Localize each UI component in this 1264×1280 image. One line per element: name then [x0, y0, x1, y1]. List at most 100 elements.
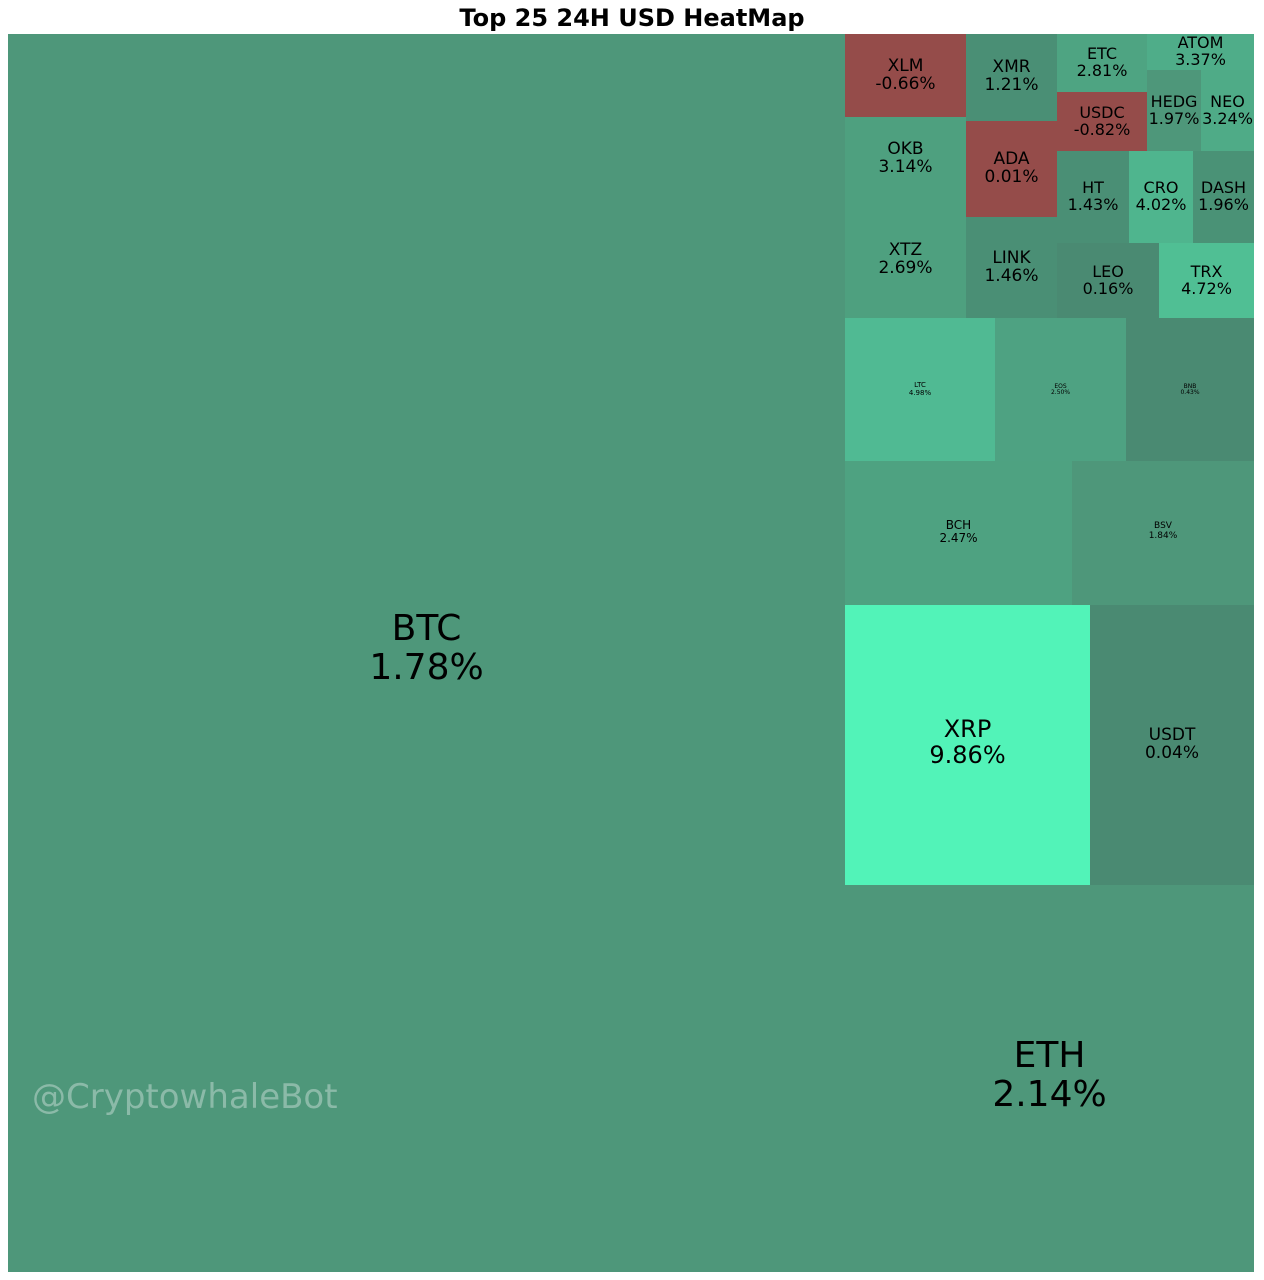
cell-change: 4.98%	[908, 388, 932, 397]
cell-change: 0.16%	[1082, 278, 1134, 298]
heatmap-cell-label: LTC 4.98%	[845, 382, 995, 397]
heatmap-cell-dash: DASH 1.96%	[1193, 151, 1254, 243]
heatmap-cell-label: ADA 0.01%	[966, 148, 1057, 187]
cell-symbol: DASH	[1200, 177, 1247, 197]
heatmap-cell-label: EOS 2.50%	[995, 382, 1126, 397]
cell-change: 4.02%	[1135, 194, 1187, 214]
heatmap-cell-leo: LEO 0.16%	[1057, 243, 1159, 318]
cell-change: 0.01%	[984, 166, 1039, 187]
cell-change: 1.21%	[984, 74, 1039, 95]
heatmap-cell-xtz: XTZ 2.69%	[845, 217, 966, 318]
heatmap-cell-xmr: XMR 1.21%	[966, 34, 1057, 121]
cell-change: 1.84%	[1148, 530, 1178, 541]
watermark: @CryptowhaleBot	[32, 1077, 338, 1117]
cell-symbol: XRP	[943, 715, 992, 744]
heatmap-cell-okb: OKB 3.14%	[845, 117, 966, 217]
heatmap-cell-label: BCH 2.47%	[845, 519, 1072, 545]
cell-change: 2.69%	[878, 257, 933, 278]
heatmap-cell-label: XRP 9.86%	[845, 715, 1090, 769]
cell-change: 1.96%	[1198, 194, 1249, 214]
cell-change: 2.14%	[992, 1073, 1107, 1115]
cell-change: 3.14%	[878, 156, 933, 177]
cell-symbol: BCH	[945, 518, 972, 533]
heatmap-cell-hedg: HEDG 1.97%	[1147, 70, 1201, 151]
heatmap-cell-label: ETC 2.81%	[1057, 43, 1147, 80]
cell-symbol: XTZ	[888, 239, 923, 260]
cell-change: 1.43%	[1067, 194, 1119, 214]
cell-change: 3.24%	[1202, 108, 1253, 128]
cell-symbol: TRX	[1190, 261, 1223, 281]
heatmap-cell-btc: BTC 1.78%	[8, 34, 845, 1272]
heatmap-cell-ltc: LTC 4.98%	[845, 318, 995, 461]
chart-title: Top 25 24H USD HeatMap	[459, 4, 805, 32]
heatmap-cell-usdt: USDT 0.04%	[1090, 605, 1254, 885]
cell-change: -0.82%	[1073, 119, 1131, 139]
heatmap-cell-label: HEDG 1.97%	[1147, 91, 1201, 128]
cell-change: 1.78%	[369, 646, 484, 688]
cell-change: 2.81%	[1076, 60, 1128, 80]
cell-change: 1.97%	[1148, 108, 1200, 128]
heatmap-treemap: BTC 1.78% ETH 2.14% XRP 9.86% USDT 0.04% BCH 2.47…	[8, 34, 1254, 1272]
cell-symbol: USDT	[1148, 724, 1196, 745]
heatmap-cell-label: USDT 0.04%	[1090, 724, 1254, 763]
cell-symbol: HT	[1082, 177, 1104, 197]
cell-symbol: BSV	[1154, 521, 1172, 532]
cell-symbol: XLM	[887, 55, 924, 76]
heatmap-cell-label: XMR 1.21%	[966, 56, 1057, 95]
heatmap-cell-ht: HT 1.43%	[1057, 151, 1129, 243]
heatmap-cell-label: LEO 0.16%	[1057, 261, 1159, 298]
heatmap-cell-cro: CRO 4.02%	[1129, 151, 1193, 243]
cell-change: 0.04%	[1144, 742, 1199, 763]
cell-symbol: BTC	[391, 608, 462, 650]
cell-symbol: LTC	[914, 381, 926, 390]
cell-change: -0.66%	[875, 73, 936, 94]
heatmap-cell-atom: ATOM 3.37%	[1147, 34, 1254, 70]
heatmap-cell-xrp: XRP 9.86%	[845, 605, 1090, 885]
heatmap-cell-label: TRX 4.72%	[1159, 261, 1254, 298]
cell-symbol: CRO	[1143, 177, 1179, 197]
heatmap-cell-link: LINK 1.46%	[966, 217, 1057, 318]
heatmap-cell-label: BNB 0.43%	[1126, 383, 1254, 397]
cell-symbol: LEO	[1092, 261, 1124, 281]
cell-change: 4.72%	[1181, 278, 1232, 298]
heatmap-cell-etc: ETC 2.81%	[1057, 34, 1147, 92]
cell-change: 3.37%	[1175, 50, 1226, 69]
cell-symbol: XMR	[992, 56, 1031, 77]
heatmap-cell-xlm: XLM -0.66%	[845, 34, 966, 117]
cell-symbol: ADA	[993, 148, 1030, 169]
heatmap-cell-bch: BCH 2.47%	[845, 461, 1072, 605]
cell-symbol: ETC	[1086, 43, 1118, 63]
cell-symbol: ETH	[1013, 1035, 1086, 1077]
heatmap-cell-label: ATOM 3.37%	[1147, 34, 1254, 68]
cell-symbol: NEO	[1210, 91, 1245, 111]
heatmap-cell-label: OKB 3.14%	[845, 138, 966, 177]
heatmap-cell-label: ETH 2.14%	[845, 1035, 1254, 1115]
heatmap-cell-label: USDC -0.82%	[1057, 102, 1147, 139]
heatmap-cell-ada: ADA 0.01%	[966, 121, 1057, 217]
cell-change: 1.46%	[984, 265, 1039, 286]
heatmap-cell-label: HT 1.43%	[1057, 177, 1129, 214]
heatmap-cell-eth: ETH 2.14%	[845, 885, 1254, 1272]
cell-change: 9.86%	[929, 740, 1006, 769]
cell-symbol: HEDG	[1150, 91, 1198, 111]
heatmap-cell-label: BSV 1.84%	[1072, 522, 1254, 541]
cell-symbol: USDC	[1079, 102, 1125, 122]
heatmap-cell-label: XTZ 2.69%	[845, 239, 966, 278]
heatmap-cell-trx: TRX 4.72%	[1159, 243, 1254, 318]
cell-symbol: EOS	[1054, 382, 1067, 390]
heatmap-cell-label: DASH 1.96%	[1193, 177, 1254, 214]
heatmap-cell-neo: NEO 3.24%	[1201, 70, 1254, 151]
heatmap-cell-label: LINK 1.46%	[966, 248, 1057, 286]
cell-symbol: OKB	[887, 138, 924, 159]
heatmap-cell-eos: EOS 2.50%	[995, 318, 1126, 461]
cell-change: 0.43%	[1180, 388, 1200, 396]
cell-change: 2.50%	[1050, 388, 1071, 396]
heatmap-cell-label: CRO 4.02%	[1129, 177, 1193, 214]
heatmap-cell-bsv: BSV 1.84%	[1072, 461, 1254, 605]
cell-symbol: ATOM	[1177, 34, 1224, 52]
heatmap-cell-label: BTC 1.78%	[8, 608, 845, 688]
heatmap-cell-label: XLM -0.66%	[845, 55, 966, 94]
heatmap-cell-label: NEO 3.24%	[1201, 91, 1254, 128]
cell-change: 2.47%	[939, 530, 978, 545]
heatmap-cell-usdc: USDC -0.82%	[1057, 92, 1147, 151]
